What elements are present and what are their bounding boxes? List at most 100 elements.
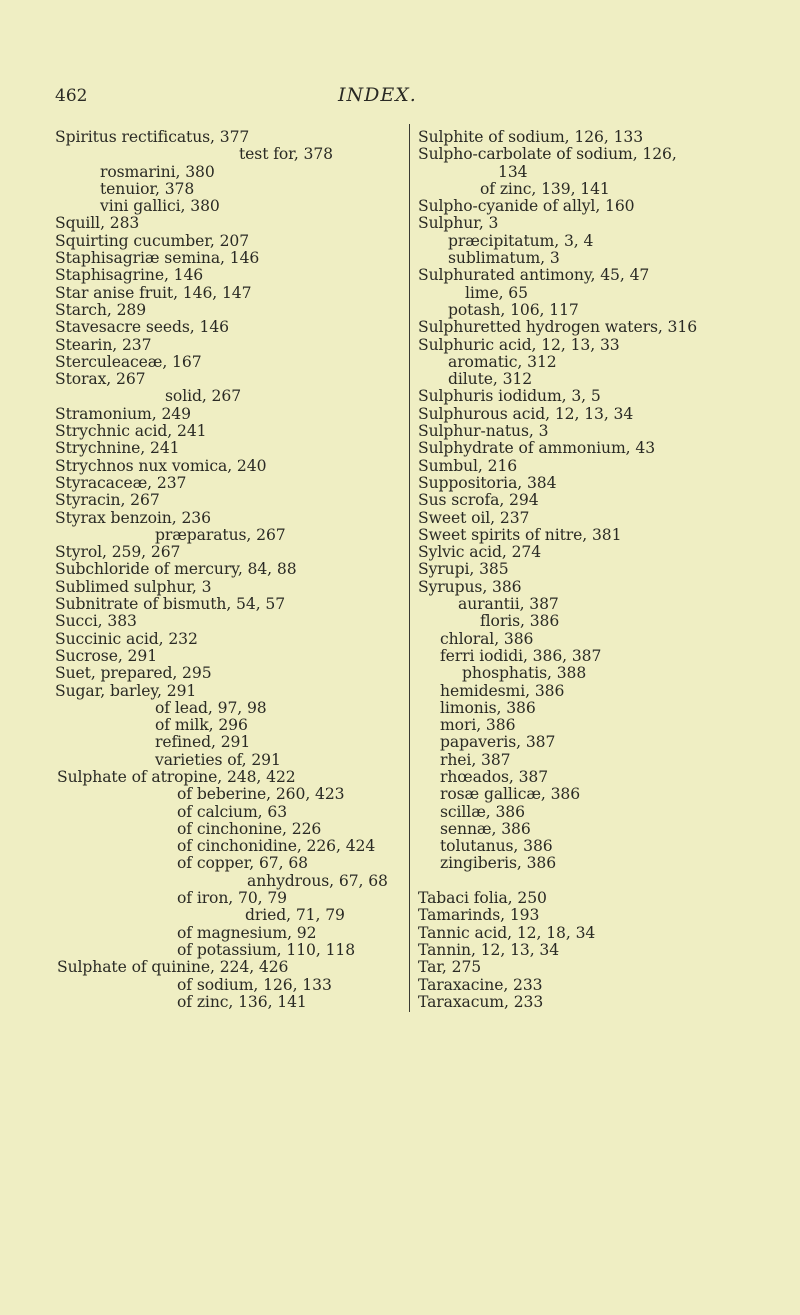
index-entry: Taraxacum, 233 bbox=[418, 992, 544, 1011]
index-entry: Suppositoria, 384 bbox=[418, 473, 557, 492]
index-entry: Squill, 283 bbox=[55, 214, 140, 233]
index-entry: Sublimed sulphur, 3 bbox=[55, 577, 212, 596]
index-entry: Sulphuris iodidum, 3, 5 bbox=[418, 387, 601, 406]
index-entry: of zinc, 136, 141 bbox=[177, 992, 307, 1011]
index-entry: Styracin, 267 bbox=[55, 491, 160, 510]
index-entry: rosæ gallicæ, 386 bbox=[440, 785, 581, 804]
index-entry: potash, 106, 117 bbox=[448, 300, 579, 319]
index-entry: Staphisagriæ semina, 146 bbox=[55, 249, 260, 268]
index-entry: of cinchonidine, 226, 424 bbox=[177, 837, 376, 856]
index-entry: Sumbul, 216 bbox=[418, 456, 518, 475]
index-entry: rhei, 387 bbox=[440, 750, 511, 769]
index-entry: Tannic acid, 12, 18, 34 bbox=[418, 923, 596, 942]
index-entry: refined, 291 bbox=[155, 733, 251, 752]
index-entry: floris, 386 bbox=[480, 612, 560, 631]
index-entry: dilute, 312 bbox=[448, 370, 533, 389]
index-entry: phosphatis, 388 bbox=[462, 664, 587, 683]
index-entry: Sugar, barley, 291 bbox=[55, 681, 197, 700]
index-entry: ferri iodidi, 386, 387 bbox=[440, 646, 602, 665]
index-entry: lime, 65 bbox=[465, 283, 528, 302]
index-entry: Tar, 275 bbox=[418, 958, 482, 977]
index-entry: of sodium, 126, 133 bbox=[177, 975, 332, 994]
index-entry: rhœados, 387 bbox=[440, 767, 549, 786]
index-entry: of potassium, 110, 118 bbox=[177, 940, 356, 959]
index-entry: of magnesium, 92 bbox=[177, 923, 317, 942]
index-entry: of zinc, 139, 141 bbox=[480, 179, 610, 198]
index-entry: Sulphur, 3 bbox=[418, 214, 499, 233]
index-entry: dried, 71, 79 bbox=[245, 906, 345, 925]
index-entry: chloral, 386 bbox=[440, 629, 534, 648]
index-entry: Styrol, 259, 267 bbox=[55, 543, 181, 562]
index-entry: Stearin, 237 bbox=[55, 335, 152, 354]
index-entry: Sulphate of quinine, 224, 426 bbox=[57, 958, 289, 977]
index-entry: of iron, 70, 79 bbox=[177, 889, 288, 908]
index-entry: scillæ, 386 bbox=[440, 802, 525, 821]
index-entry: Taraxacine, 233 bbox=[418, 975, 543, 994]
index-entry: limonis, 386 bbox=[440, 698, 536, 717]
index-entry: varieties of, 291 bbox=[155, 750, 281, 769]
index-entry: Strychnic acid, 241 bbox=[55, 422, 207, 441]
index-entry: zingiberis, 386 bbox=[440, 854, 557, 873]
index-entry: Syrupi, 385 bbox=[418, 560, 509, 579]
index-entry: papaveris, 387 bbox=[440, 733, 556, 752]
index-entry: Suet, prepared, 295 bbox=[55, 664, 212, 683]
column-divider bbox=[409, 124, 410, 1012]
index-entry: Squirting cucumber, 207 bbox=[55, 231, 250, 250]
index-entry: solid, 267 bbox=[165, 387, 242, 406]
index-entry: sublimatum, 3 bbox=[448, 249, 560, 268]
index-entry: Subchloride of mercury, 84, 88 bbox=[55, 560, 297, 579]
index-entry: tenuior, 378 bbox=[100, 179, 195, 198]
index-entry: Sulphuretted hydrogen waters, 316 bbox=[418, 318, 698, 337]
index-entry: Subnitrate of bismuth, 54, 57 bbox=[55, 595, 286, 614]
index-entry: rosmarini, 380 bbox=[100, 162, 215, 181]
index-entry: Strychnos nux vomica, 240 bbox=[55, 456, 267, 475]
index-entry: Sulphuric acid, 12, 13, 33 bbox=[418, 335, 620, 354]
index-entry: Sulpho-cyanide of allyl, 160 bbox=[418, 197, 635, 216]
index-entry: Tabaci folia, 250 bbox=[418, 889, 547, 908]
index-entry: Styrax benzoin, 236 bbox=[55, 508, 211, 527]
index-entry: Stavesacre seeds, 146 bbox=[55, 318, 229, 337]
index-entry: of beberine, 260, 423 bbox=[177, 785, 345, 804]
index-entry: præparatus, 267 bbox=[155, 525, 286, 544]
index-entry: 134 bbox=[498, 162, 528, 181]
index-entry: Strychnine, 241 bbox=[55, 439, 180, 458]
index-entry: Styracaceæ, 237 bbox=[55, 473, 187, 492]
index-entry: of copper, 67, 68 bbox=[177, 854, 308, 873]
index-entry: Sylvic acid, 274 bbox=[418, 543, 542, 562]
index-entry: Sweet oil, 237 bbox=[418, 508, 530, 527]
index-entry: mori, 386 bbox=[440, 716, 516, 735]
page-title: INDEX. bbox=[338, 84, 417, 106]
index-entry: Sweet spirits of nitre, 381 bbox=[418, 525, 622, 544]
index-entry: Staphisagrine, 146 bbox=[55, 266, 204, 285]
index-entry: vini gallici, 380 bbox=[100, 197, 220, 216]
index-entry: of calcium, 63 bbox=[177, 802, 288, 821]
index-entry: Sulpho-carbolate of sodium, 126, bbox=[418, 145, 677, 164]
index-entry: Star anise fruit, 146, 147 bbox=[55, 283, 252, 302]
index-entry: Sus scrofa, 294 bbox=[418, 491, 539, 510]
index-entry: Sucrose, 291 bbox=[55, 646, 158, 665]
index-entry: hemidesmi, 386 bbox=[440, 681, 565, 700]
page-number: 462 bbox=[55, 86, 88, 106]
index-entry: Sulphite of sodium, 126, 133 bbox=[418, 128, 644, 146]
index-entry: præcipitatum, 3, 4 bbox=[448, 231, 594, 250]
index-entry: Syrupus, 386 bbox=[418, 577, 522, 596]
index-entry: anhydrous, 67, 68 bbox=[247, 871, 388, 890]
index-entry: Tannin, 12, 13, 34 bbox=[418, 940, 560, 959]
index-entry: sennæ, 386 bbox=[440, 819, 531, 838]
index-left-column: Spiritus rectificatus, 377 test for, 378 r… bbox=[55, 128, 405, 1011]
index-entry: Sulphurous acid, 12, 13, 34 bbox=[418, 404, 634, 423]
index-entry: Succi, 383 bbox=[55, 612, 137, 631]
index-entry: Starch, 289 bbox=[55, 300, 147, 319]
index-entry: of cinchonine, 226 bbox=[177, 819, 322, 838]
index-entry: Stramonium, 249 bbox=[55, 404, 191, 423]
index-entry: Sulphurated antimony, 45, 47 bbox=[418, 266, 650, 285]
index-entry: Spiritus rectificatus, 377 bbox=[55, 128, 250, 146]
index-entry: Storax, 267 bbox=[55, 370, 146, 389]
index-entry: aromatic, 312 bbox=[448, 352, 557, 371]
index-entry: aurantii, 387 bbox=[458, 595, 559, 614]
index-right-column: Sulphite of sodium, 126, 133 Sulpho-carbo… bbox=[418, 128, 778, 1011]
index-entry: Succinic acid, 232 bbox=[55, 629, 198, 648]
index-entry: test for, 378 bbox=[239, 145, 333, 164]
blank-line bbox=[418, 873, 778, 890]
index-entry: Sterculeaceæ, 167 bbox=[55, 352, 202, 371]
